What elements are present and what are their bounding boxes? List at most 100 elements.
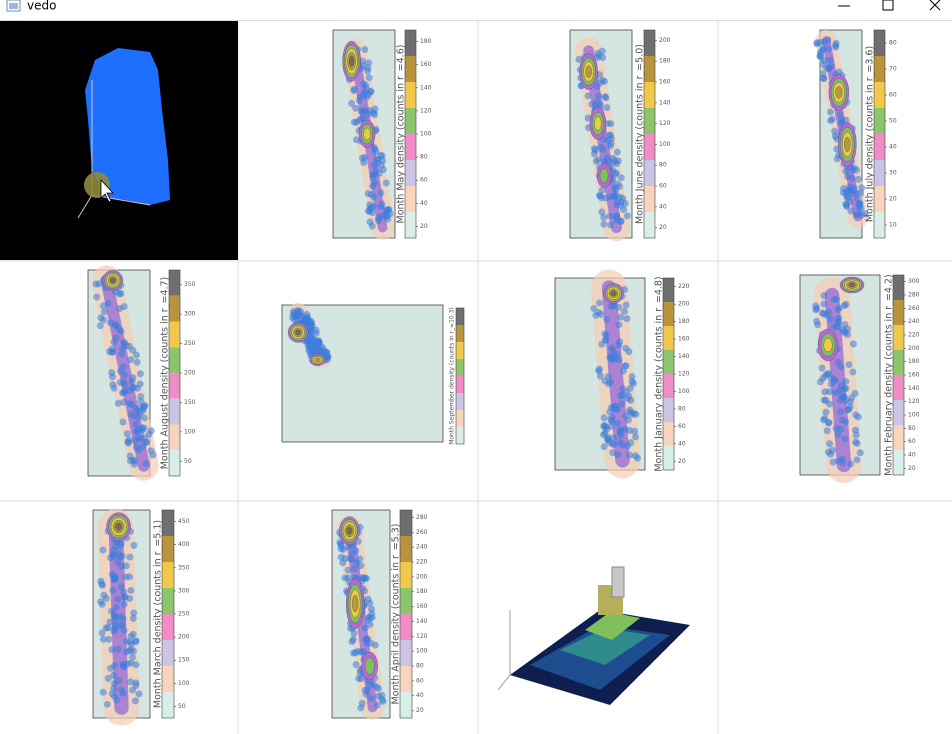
sample-point (299, 312, 307, 320)
grid-separators (0, 20, 952, 734)
density-contour (823, 337, 833, 353)
sample-point (848, 174, 856, 182)
colorbar-segment (169, 321, 180, 348)
sample-point (337, 553, 345, 561)
colorbar-segment (893, 425, 904, 450)
colorbar-tick-label: 60 (420, 177, 428, 184)
maximize-button[interactable] (882, 0, 894, 11)
window-title: vedo (27, 0, 56, 13)
sample-point (114, 645, 122, 653)
sample-point (614, 451, 622, 459)
colorbar-tick-label: 50 (178, 703, 186, 710)
colorbar-tick-label: 20 (908, 465, 916, 472)
colorbar-segment (162, 588, 174, 614)
colorbar-tick-label: 220 (416, 559, 428, 566)
colorbar-tick-label: 120 (420, 107, 432, 114)
sample-point (600, 136, 608, 144)
sample-point (102, 624, 110, 632)
density-plot: Month January density (counts in r_=4.8)… (554, 269, 690, 479)
sample-point (109, 586, 117, 594)
sample-point (823, 427, 831, 435)
sample-point (139, 442, 147, 450)
colorbar-tick-label: 180 (420, 38, 432, 45)
sample-point (840, 184, 848, 192)
sample-point (99, 581, 107, 589)
sample-point (608, 404, 616, 412)
sample-point (615, 321, 623, 329)
sample-point (372, 683, 380, 691)
sample-point (142, 460, 150, 468)
sample-point (609, 440, 617, 448)
sample-point (612, 191, 620, 199)
colorbar-segment (456, 393, 464, 410)
sample-point (838, 416, 846, 424)
sample-point (377, 189, 385, 197)
colorbar-segment (663, 374, 674, 398)
sample-point (100, 591, 108, 599)
sample-point (601, 429, 609, 437)
colorbar-tick-label: 120 (659, 120, 671, 127)
sample-point (841, 385, 849, 393)
density-contour (348, 55, 355, 67)
sample-point (601, 377, 609, 385)
sample-point (843, 325, 851, 333)
sample-point (849, 368, 857, 376)
colorbar-tick-label: 80 (659, 162, 667, 169)
colorbar-segment (874, 160, 885, 186)
axis-line (77, 194, 93, 219)
sample-point (130, 541, 138, 549)
colorbar-frame (873, 29, 886, 239)
colorbar-segment (162, 562, 174, 588)
sample-point (628, 378, 636, 386)
sample-point (818, 309, 826, 317)
sample-point (120, 398, 128, 406)
colorbar-segment (874, 82, 885, 108)
sample-point (606, 212, 614, 220)
sample-point (364, 67, 372, 75)
colorbar-segment (644, 212, 655, 238)
colorbar-segment (663, 398, 674, 422)
sample-point (368, 605, 376, 613)
sample-point (367, 695, 375, 703)
sample-point (595, 365, 603, 373)
sample-point (628, 372, 636, 380)
sample-point (826, 56, 834, 64)
sample-point (378, 691, 386, 699)
sample-point (110, 552, 118, 560)
colorbar-segment (663, 278, 674, 302)
colorbar-segment (405, 82, 416, 108)
sample-point (99, 688, 107, 696)
colorbar-tick-label: 160 (420, 61, 432, 68)
sample-point (846, 183, 854, 191)
sample-point (352, 547, 360, 555)
colorbar-tick-label: 40 (420, 200, 428, 207)
close-button[interactable] (929, 0, 941, 11)
colorbar-segment (169, 270, 180, 296)
colorbar-tick-label: 220 (678, 283, 690, 290)
colorbar-tick-label: 250 (178, 611, 190, 618)
colorbar-segment (644, 134, 655, 160)
colorbar-tick-label: 180 (659, 58, 671, 65)
sample-point (833, 155, 841, 163)
colorbar-title: Month June density (counts in r_=5.0) (635, 44, 646, 224)
sample-point (352, 136, 360, 144)
sample-point (357, 675, 365, 683)
colorbar-segment (405, 134, 416, 160)
sample-point (575, 55, 583, 63)
sample-point (825, 400, 833, 408)
colorbar-tick-label: 160 (678, 336, 690, 343)
colorbar-tick-label: 200 (908, 345, 920, 352)
sample-point (98, 629, 106, 637)
sample-point (849, 189, 857, 197)
sample-point (120, 588, 128, 596)
sample-point (379, 697, 387, 705)
sample-point (108, 369, 116, 377)
sample-point (361, 46, 369, 54)
colorbar-tick-label: 20 (659, 224, 667, 231)
colorbar-segment (663, 446, 674, 470)
colorbar-tick-label: 160 (416, 603, 428, 610)
colorbar-tick-label: 140 (420, 84, 432, 91)
sample-point (382, 212, 390, 220)
sample-point (359, 648, 367, 656)
sample-point (104, 674, 112, 682)
